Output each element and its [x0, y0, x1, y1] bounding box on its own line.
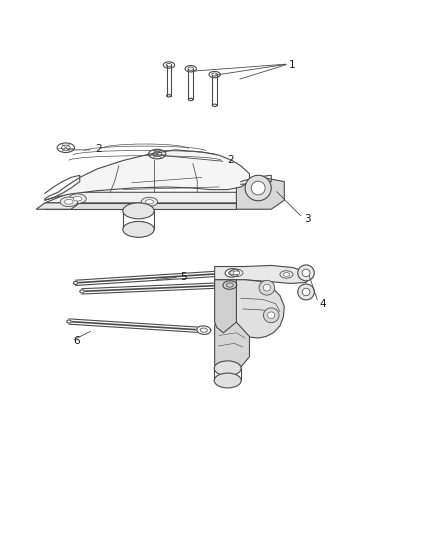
Ellipse shape — [280, 271, 293, 278]
Ellipse shape — [60, 197, 78, 207]
Text: 3: 3 — [304, 214, 311, 224]
Ellipse shape — [302, 288, 310, 296]
Text: 6: 6 — [73, 336, 80, 346]
Ellipse shape — [230, 269, 243, 277]
Bar — [188, 69, 193, 100]
Text: 5: 5 — [180, 272, 187, 282]
Ellipse shape — [57, 143, 74, 152]
Ellipse shape — [298, 284, 314, 300]
Ellipse shape — [64, 199, 73, 204]
Ellipse shape — [263, 308, 279, 322]
Ellipse shape — [302, 269, 310, 277]
Polygon shape — [215, 280, 237, 333]
Polygon shape — [45, 192, 262, 203]
Text: 2: 2 — [95, 144, 102, 154]
Bar — [212, 75, 217, 106]
Polygon shape — [237, 177, 284, 209]
Ellipse shape — [148, 149, 166, 159]
Polygon shape — [215, 280, 284, 338]
Ellipse shape — [225, 269, 239, 277]
Text: 2: 2 — [228, 156, 234, 165]
Ellipse shape — [73, 196, 82, 201]
Ellipse shape — [214, 361, 241, 376]
Ellipse shape — [145, 200, 153, 204]
Ellipse shape — [163, 62, 175, 68]
Ellipse shape — [80, 290, 84, 293]
Polygon shape — [45, 203, 237, 209]
Ellipse shape — [263, 285, 270, 291]
Polygon shape — [215, 322, 250, 370]
Ellipse shape — [123, 203, 154, 219]
Ellipse shape — [185, 66, 196, 72]
Ellipse shape — [123, 221, 154, 237]
Ellipse shape — [141, 197, 158, 206]
Ellipse shape — [214, 373, 241, 388]
Ellipse shape — [209, 71, 220, 78]
Ellipse shape — [245, 175, 271, 201]
Ellipse shape — [74, 281, 78, 285]
Ellipse shape — [233, 271, 240, 274]
Ellipse shape — [259, 280, 275, 295]
Text: 1: 1 — [289, 60, 295, 70]
Polygon shape — [215, 265, 311, 284]
Polygon shape — [36, 203, 80, 209]
Ellipse shape — [69, 194, 86, 204]
Ellipse shape — [268, 312, 275, 319]
Ellipse shape — [223, 281, 237, 289]
Text: 4: 4 — [319, 298, 326, 309]
Ellipse shape — [251, 181, 265, 195]
Polygon shape — [45, 150, 250, 200]
Ellipse shape — [283, 272, 290, 276]
Bar — [166, 65, 171, 96]
Ellipse shape — [197, 326, 211, 334]
Ellipse shape — [67, 320, 71, 323]
Ellipse shape — [298, 265, 314, 281]
